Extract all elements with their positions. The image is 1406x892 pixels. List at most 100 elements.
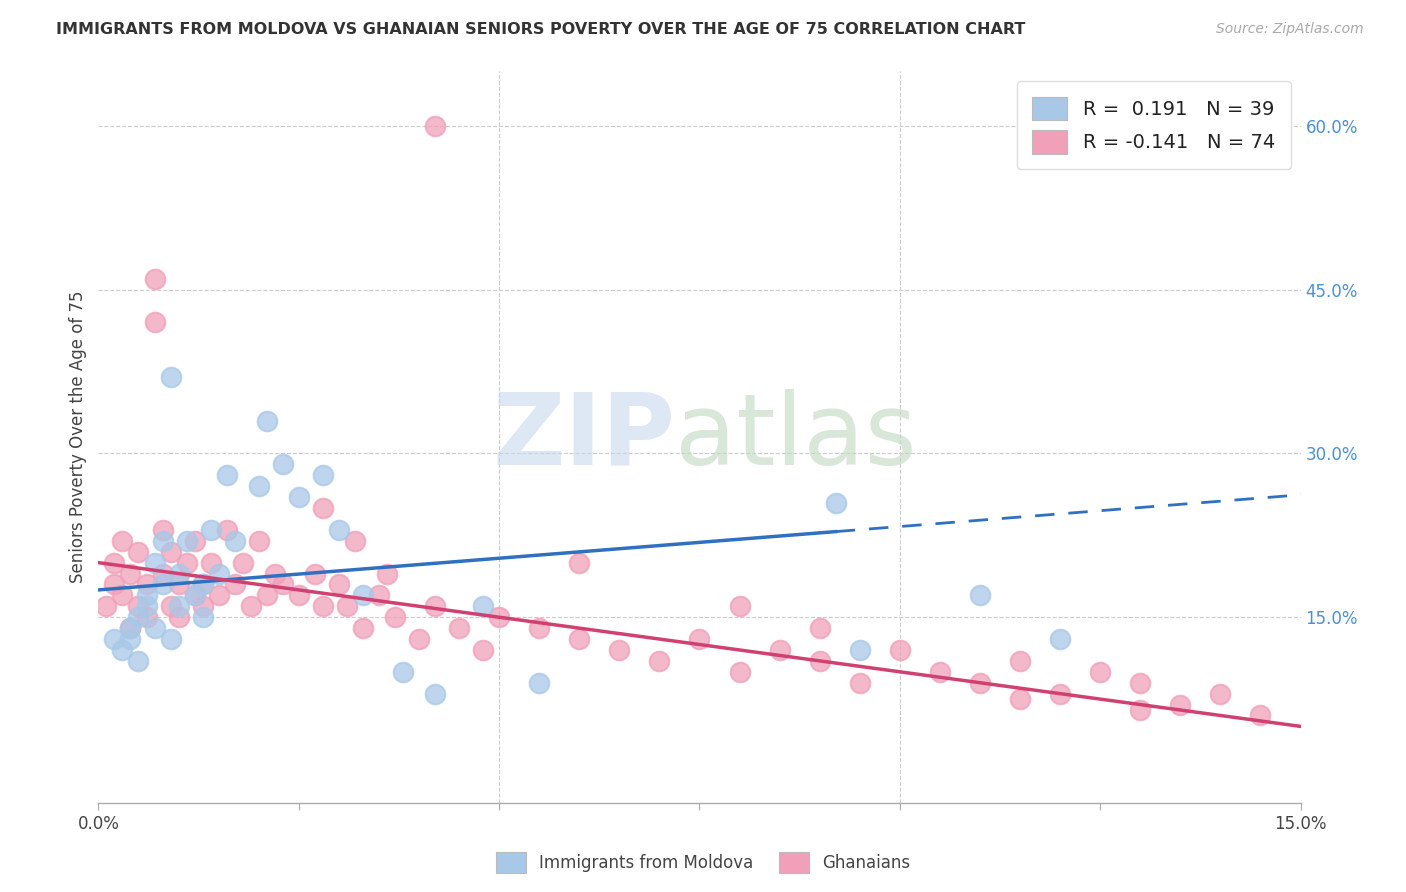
Point <box>128 545 150 559</box>
Point <box>208 588 231 602</box>
Point <box>120 566 142 581</box>
Point <box>1209 687 1232 701</box>
Point <box>143 315 166 329</box>
Point <box>1170 698 1192 712</box>
Text: ZIP: ZIP <box>492 389 675 485</box>
Point <box>849 675 872 690</box>
Point <box>191 577 214 591</box>
Point <box>263 566 285 581</box>
Point <box>143 272 166 286</box>
Point <box>488 610 510 624</box>
Point <box>824 495 846 509</box>
Point <box>111 533 134 548</box>
Point <box>256 414 278 428</box>
Point <box>103 556 125 570</box>
Point <box>1010 692 1032 706</box>
Point <box>889 643 911 657</box>
Point <box>1049 687 1071 701</box>
Point <box>247 479 270 493</box>
Point <box>408 632 430 646</box>
Point <box>152 533 174 548</box>
Point <box>304 566 326 581</box>
Point <box>143 621 166 635</box>
Point <box>111 643 134 657</box>
Point <box>183 588 205 602</box>
Point <box>808 654 831 668</box>
Point <box>215 468 238 483</box>
Point <box>159 632 181 646</box>
Point <box>392 665 415 679</box>
Point <box>969 675 991 690</box>
Point <box>328 523 350 537</box>
Point <box>648 654 671 668</box>
Point <box>375 566 398 581</box>
Point <box>135 577 157 591</box>
Point <box>1049 632 1071 646</box>
Point <box>111 588 134 602</box>
Point <box>135 588 157 602</box>
Point <box>769 643 792 657</box>
Point <box>135 599 157 614</box>
Point <box>384 610 406 624</box>
Point <box>568 632 591 646</box>
Point <box>191 599 214 614</box>
Point <box>447 621 470 635</box>
Text: Source: ZipAtlas.com: Source: ZipAtlas.com <box>1216 22 1364 37</box>
Point <box>609 643 631 657</box>
Point <box>352 588 374 602</box>
Point <box>256 588 278 602</box>
Point <box>120 621 142 635</box>
Point <box>423 599 446 614</box>
Point <box>167 566 190 581</box>
Point <box>200 523 222 537</box>
Point <box>183 533 205 548</box>
Point <box>159 545 181 559</box>
Point <box>224 577 246 591</box>
Point <box>167 599 190 614</box>
Point <box>103 577 125 591</box>
Point <box>568 556 591 570</box>
Point <box>176 556 198 570</box>
Point <box>183 588 205 602</box>
Point <box>423 687 446 701</box>
Y-axis label: Seniors Poverty Over the Age of 75: Seniors Poverty Over the Age of 75 <box>69 291 87 583</box>
Point <box>191 577 214 591</box>
Point <box>167 610 190 624</box>
Point <box>200 556 222 570</box>
Point <box>849 643 872 657</box>
Point <box>152 566 174 581</box>
Point <box>929 665 952 679</box>
Point <box>689 632 711 646</box>
Point <box>1129 675 1152 690</box>
Point <box>271 458 294 472</box>
Point <box>288 588 311 602</box>
Point <box>159 370 181 384</box>
Point <box>128 599 150 614</box>
Point <box>1250 708 1272 723</box>
Point <box>472 599 495 614</box>
Point <box>808 621 831 635</box>
Point <box>472 643 495 657</box>
Point <box>128 610 150 624</box>
Point <box>328 577 350 591</box>
Point <box>208 566 231 581</box>
Point <box>176 533 198 548</box>
Point <box>215 523 238 537</box>
Legend: Immigrants from Moldova, Ghanaians: Immigrants from Moldova, Ghanaians <box>489 846 917 880</box>
Point <box>120 632 142 646</box>
Point <box>120 621 142 635</box>
Point <box>529 621 551 635</box>
Point <box>368 588 391 602</box>
Text: atlas: atlas <box>675 389 917 485</box>
Point <box>969 588 991 602</box>
Point <box>143 556 166 570</box>
Point <box>96 599 118 614</box>
Point <box>312 468 335 483</box>
Point <box>423 119 446 133</box>
Point <box>336 599 359 614</box>
Point <box>288 490 311 504</box>
Point <box>728 599 751 614</box>
Point <box>167 577 190 591</box>
Point <box>352 621 374 635</box>
Point <box>191 610 214 624</box>
